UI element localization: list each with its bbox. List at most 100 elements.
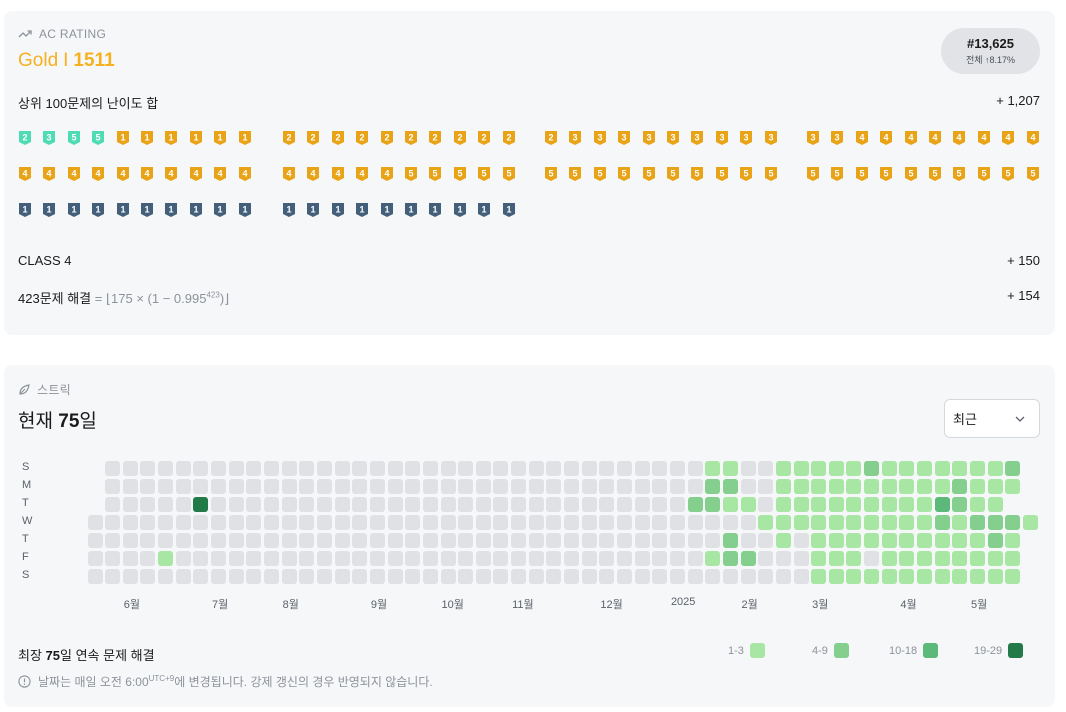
- streak-day-cell[interactable]: [369, 497, 385, 512]
- streak-day-cell[interactable]: [334, 461, 350, 476]
- tier-badge-gold-5[interactable]: 5: [1001, 166, 1015, 182]
- tier-badge-gold-5[interactable]: 5: [593, 166, 607, 182]
- streak-day-cell[interactable]: [528, 479, 544, 494]
- streak-day-cell[interactable]: [440, 533, 456, 548]
- streak-day-cell[interactable]: [970, 461, 985, 476]
- streak-day-cell[interactable]: [669, 479, 685, 494]
- streak-day-cell[interactable]: [617, 515, 632, 530]
- streak-day-cell[interactable]: [246, 533, 262, 548]
- streak-day-cell[interactable]: [193, 569, 209, 584]
- streak-day-cell[interactable]: [387, 497, 403, 512]
- streak-day-cell[interactable]: [246, 551, 262, 566]
- streak-day-cell[interactable]: [493, 533, 509, 548]
- streak-day-cell[interactable]: [811, 551, 827, 566]
- streak-day-cell[interactable]: [422, 479, 438, 494]
- streak-day-cell[interactable]: [140, 497, 156, 512]
- streak-day-cell[interactable]: [599, 533, 615, 548]
- streak-day-cell[interactable]: [669, 497, 685, 512]
- streak-day-cell[interactable]: [652, 515, 668, 530]
- streak-day-cell[interactable]: [758, 569, 774, 584]
- tier-badge-gold-2[interactable]: 2: [477, 130, 491, 146]
- streak-day-cell[interactable]: [422, 533, 438, 548]
- tier-badge-gold-4[interactable]: 4: [1026, 130, 1040, 146]
- tier-badge-silver-1[interactable]: 1: [238, 202, 252, 218]
- streak-day-cell[interactable]: [493, 461, 509, 476]
- streak-day-cell[interactable]: [352, 461, 368, 476]
- streak-day-cell[interactable]: [952, 569, 968, 584]
- streak-day-cell[interactable]: [881, 461, 897, 476]
- streak-day-cell[interactable]: [564, 461, 580, 476]
- streak-day-cell[interactable]: [352, 569, 368, 584]
- streak-day-cell[interactable]: [281, 551, 297, 566]
- streak-day-cell[interactable]: [511, 515, 527, 530]
- streak-day-cell[interactable]: [193, 479, 209, 494]
- streak-day-cell[interactable]: [934, 551, 950, 566]
- streak-day-cell[interactable]: [405, 515, 421, 530]
- streak-day-cell[interactable]: [899, 551, 915, 566]
- tier-badge-gold-4[interactable]: 4: [977, 130, 991, 146]
- streak-day-cell[interactable]: [811, 461, 827, 476]
- streak-day-cell[interactable]: [599, 461, 615, 476]
- streak-day-cell[interactable]: [546, 479, 562, 494]
- streak-day-cell[interactable]: [617, 479, 632, 494]
- streak-day-cell[interactable]: [952, 551, 968, 566]
- streak-day-cell[interactable]: [617, 551, 632, 566]
- streak-day-cell[interactable]: [970, 569, 985, 584]
- streak-day-cell[interactable]: [917, 461, 933, 476]
- tier-badge-gold-4[interactable]: 4: [91, 166, 105, 182]
- streak-day-cell[interactable]: [211, 569, 227, 584]
- streak-day-cell[interactable]: [475, 461, 491, 476]
- tier-badge-gold-4[interactable]: 4: [879, 130, 893, 146]
- tier-badge-gold-4[interactable]: 4: [42, 166, 56, 182]
- streak-day-cell[interactable]: [564, 551, 580, 566]
- streak-day-cell[interactable]: [387, 515, 403, 530]
- streak-day-cell[interactable]: [334, 479, 350, 494]
- streak-day-cell[interactable]: [158, 515, 174, 530]
- tier-badge-silver-1[interactable]: 1: [282, 202, 296, 218]
- tier-badge-silver-1[interactable]: 1: [67, 202, 81, 218]
- tier-badge-gold-3[interactable]: 3: [739, 130, 753, 146]
- streak-day-cell[interactable]: [422, 551, 438, 566]
- streak-day-cell[interactable]: [617, 497, 632, 512]
- tier-badge-platinum-5[interactable]: 5: [91, 130, 105, 146]
- streak-day-cell[interactable]: [264, 569, 279, 584]
- streak-day-cell[interactable]: [105, 551, 121, 566]
- streak-day-cell[interactable]: [1005, 515, 1021, 530]
- streak-day-cell[interactable]: [811, 569, 827, 584]
- streak-day-cell[interactable]: [440, 551, 456, 566]
- streak-day-cell[interactable]: [934, 479, 950, 494]
- tier-badge-silver-1[interactable]: 1: [18, 202, 32, 218]
- streak-day-cell[interactable]: [458, 569, 474, 584]
- streak-day-cell[interactable]: [705, 533, 721, 548]
- streak-day-cell[interactable]: [564, 515, 580, 530]
- streak-day-cell[interactable]: [864, 533, 880, 548]
- streak-day-cell[interactable]: [775, 461, 791, 476]
- streak-day-cell[interactable]: [970, 515, 985, 530]
- streak-day-cell[interactable]: [899, 497, 915, 512]
- streak-day-cell[interactable]: [846, 551, 862, 566]
- streak-day-cell[interactable]: [705, 461, 721, 476]
- tier-badge-gold-4[interactable]: 4: [213, 166, 227, 182]
- streak-day-cell[interactable]: [987, 497, 1003, 512]
- streak-day-cell[interactable]: [387, 461, 403, 476]
- tier-badge-gold-3[interactable]: 3: [806, 130, 820, 146]
- streak-day-cell[interactable]: [617, 569, 632, 584]
- streak-day-cell[interactable]: [740, 461, 756, 476]
- streak-day-cell[interactable]: [740, 551, 756, 566]
- tier-badge-gold-5[interactable]: 5: [715, 166, 729, 182]
- streak-day-cell[interactable]: [281, 533, 297, 548]
- streak-day-cell[interactable]: [758, 461, 774, 476]
- streak-day-cell[interactable]: [511, 569, 527, 584]
- streak-day-cell[interactable]: [793, 569, 809, 584]
- streak-day-cell[interactable]: [528, 515, 544, 530]
- streak-day-cell[interactable]: [493, 479, 509, 494]
- streak-day-cell[interactable]: [528, 497, 544, 512]
- tier-badge-gold-1[interactable]: 1: [140, 130, 154, 146]
- streak-day-cell[interactable]: [422, 497, 438, 512]
- streak-day-cell[interactable]: [1005, 551, 1021, 566]
- streak-day-cell[interactable]: [511, 551, 527, 566]
- tier-badge-gold-5[interactable]: 5: [428, 166, 442, 182]
- streak-day-cell[interactable]: [511, 461, 527, 476]
- streak-day-cell[interactable]: [811, 497, 827, 512]
- streak-day-cell[interactable]: [705, 497, 721, 512]
